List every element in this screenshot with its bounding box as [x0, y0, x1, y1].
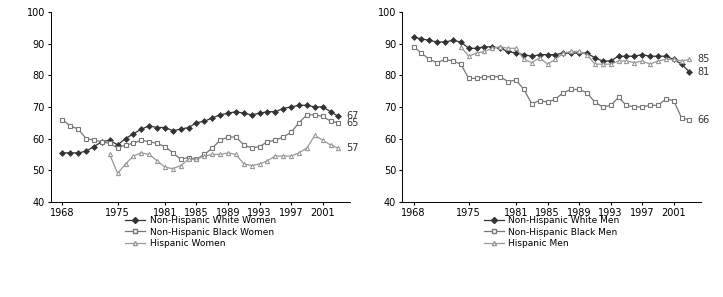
Text: 66: 66 — [698, 115, 709, 125]
Text: 85: 85 — [698, 54, 710, 64]
Legend: Non-Hispanic White Women, Non-Hispanic Black Women, Hispanic Women: Non-Hispanic White Women, Non-Hispanic B… — [125, 216, 275, 248]
Text: 67: 67 — [346, 111, 359, 121]
Text: 57: 57 — [346, 143, 359, 153]
Text: 65: 65 — [346, 118, 359, 128]
Legend: Non-Hispanic White Men, Non-Hispanic Black Men, Hispanic Men: Non-Hispanic White Men, Non-Hispanic Bla… — [484, 216, 620, 248]
Text: 81: 81 — [698, 67, 709, 77]
